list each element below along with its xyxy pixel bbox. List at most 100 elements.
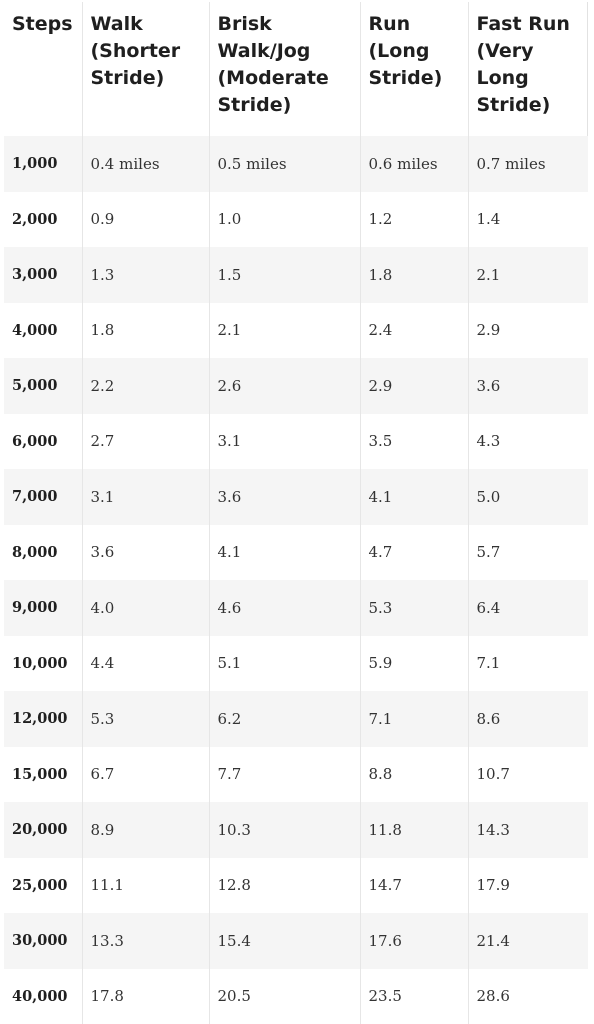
steps-cell: 20,000 [4,802,82,858]
table-row: 9,000 4.0 4.6 5.3 6.4 [4,580,588,636]
brisk-walk-jog-cell: 6.2 [208,691,360,747]
run-cell: 2.4 [359,302,468,358]
brisk-walk-jog-cell: 2.6 [208,358,360,414]
header-run: Run (Long Stride) [359,2,468,136]
steps-to-miles-table-container: Steps Walk (Shorter Stride) Brisk Walk/J… [4,2,588,1024]
steps-cell: 10,000 [4,635,82,691]
header-walk: Walk (Shorter Stride) [81,2,209,136]
brisk-walk-jog-cell: 7.7 [208,746,360,802]
walk-cell: 17.8 [81,968,209,1024]
brisk-walk-jog-cell: 20.5 [208,968,360,1024]
brisk-walk-jog-cell: 2.1 [208,302,360,358]
table-row: 8,000 3.6 4.1 4.7 5.7 [4,524,588,580]
table-row: 7,000 3.1 3.6 4.1 5.0 [4,469,588,525]
table-row: 4,000 1.8 2.1 2.4 2.9 [4,302,588,358]
steps-cell: 30,000 [4,913,82,969]
steps-cell: 7,000 [4,469,82,525]
fast-run-cell: 21.4 [467,913,588,969]
run-cell: 4.1 [359,469,468,525]
walk-cell: 6.7 [81,746,209,802]
steps-cell: 3,000 [4,247,82,303]
walk-cell: 0.4 miles [81,136,209,192]
table-row: 30,000 13.3 15.4 17.6 21.4 [4,913,588,969]
fast-run-cell: 28.6 [467,968,588,1024]
table-header: Steps Walk (Shorter Stride) Brisk Walk/J… [4,2,588,136]
fast-run-cell: 0.7 miles [467,136,588,192]
steps-cell: 8,000 [4,524,82,580]
brisk-walk-jog-cell: 1.5 [208,247,360,303]
header-row: Steps Walk (Shorter Stride) Brisk Walk/J… [4,2,588,136]
walk-cell: 1.3 [81,247,209,303]
table-row: 12,000 5.3 6.2 7.1 8.6 [4,691,588,747]
steps-cell: 5,000 [4,358,82,414]
table-row: 40,000 17.8 20.5 23.5 28.6 [4,968,588,1024]
walk-cell: 8.9 [81,802,209,858]
table-row: 25,000 11.1 12.8 14.7 17.9 [4,857,588,913]
brisk-walk-jog-cell: 1.0 [208,191,360,247]
walk-cell: 3.1 [81,469,209,525]
run-cell: 5.9 [359,635,468,691]
walk-cell: 0.9 [81,191,209,247]
table-row: 1,000 0.4 miles 0.5 miles 0.6 miles 0.7 mile… [4,136,588,192]
run-cell: 17.6 [359,913,468,969]
table-row: 6,000 2.7 3.1 3.5 4.3 [4,413,588,469]
fast-run-cell: 6.4 [467,580,588,636]
fast-run-cell: 8.6 [467,691,588,747]
table-row: 20,000 8.9 10.3 11.8 14.3 [4,802,588,858]
table-row: 3,000 1.3 1.5 1.8 2.1 [4,247,588,303]
fast-run-cell: 2.1 [467,247,588,303]
table-row: 5,000 2.2 2.6 2.9 3.6 [4,358,588,414]
steps-to-miles-table: Steps Walk (Shorter Stride) Brisk Walk/J… [4,2,588,1024]
walk-cell: 11.1 [81,857,209,913]
fast-run-cell: 14.3 [467,802,588,858]
steps-cell: 2,000 [4,191,82,247]
steps-cell: 4,000 [4,302,82,358]
run-cell: 4.7 [359,524,468,580]
run-cell: 0.6 miles [359,136,468,192]
brisk-walk-jog-cell: 12.8 [208,857,360,913]
brisk-walk-jog-cell: 3.1 [208,413,360,469]
run-cell: 14.7 [359,857,468,913]
table-row: 2,000 0.9 1.0 1.2 1.4 [4,191,588,247]
walk-cell: 4.4 [81,635,209,691]
run-cell: 1.8 [359,247,468,303]
run-cell: 1.2 [359,191,468,247]
run-cell: 2.9 [359,358,468,414]
steps-cell: 12,000 [4,691,82,747]
fast-run-cell: 5.7 [467,524,588,580]
run-cell: 23.5 [359,968,468,1024]
brisk-walk-jog-cell: 4.6 [208,580,360,636]
brisk-walk-jog-cell: 3.6 [208,469,360,525]
walk-cell: 13.3 [81,913,209,969]
table-body: 1,000 0.4 miles 0.5 miles 0.6 miles 0.7 mile… [4,136,588,1024]
fast-run-cell: 3.6 [467,358,588,414]
steps-cell: 40,000 [4,968,82,1024]
steps-cell: 1,000 [4,136,82,192]
run-cell: 5.3 [359,580,468,636]
steps-cell: 25,000 [4,857,82,913]
run-cell: 8.8 [359,746,468,802]
brisk-walk-jog-cell: 15.4 [208,913,360,969]
run-cell: 11.8 [359,802,468,858]
brisk-walk-jog-cell: 5.1 [208,635,360,691]
walk-cell: 1.8 [81,302,209,358]
steps-cell: 15,000 [4,746,82,802]
brisk-walk-jog-cell: 0.5 miles [208,136,360,192]
fast-run-cell: 10.7 [467,746,588,802]
fast-run-cell: 5.0 [467,469,588,525]
run-cell: 3.5 [359,413,468,469]
header-fast-run: Fast Run (Very Long Stride) [467,2,588,136]
table-row: 15,000 6.7 7.7 8.8 10.7 [4,746,588,802]
fast-run-cell: 7.1 [467,635,588,691]
walk-cell: 4.0 [81,580,209,636]
steps-cell: 9,000 [4,580,82,636]
fast-run-cell: 17.9 [467,857,588,913]
steps-cell: 6,000 [4,413,82,469]
brisk-walk-jog-cell: 10.3 [208,802,360,858]
fast-run-cell: 4.3 [467,413,588,469]
header-steps: Steps [12,13,73,35]
run-cell: 7.1 [359,691,468,747]
table-row: 10,000 4.4 5.1 5.9 7.1 [4,635,588,691]
walk-cell: 2.7 [81,413,209,469]
fast-run-cell: 1.4 [467,191,588,247]
